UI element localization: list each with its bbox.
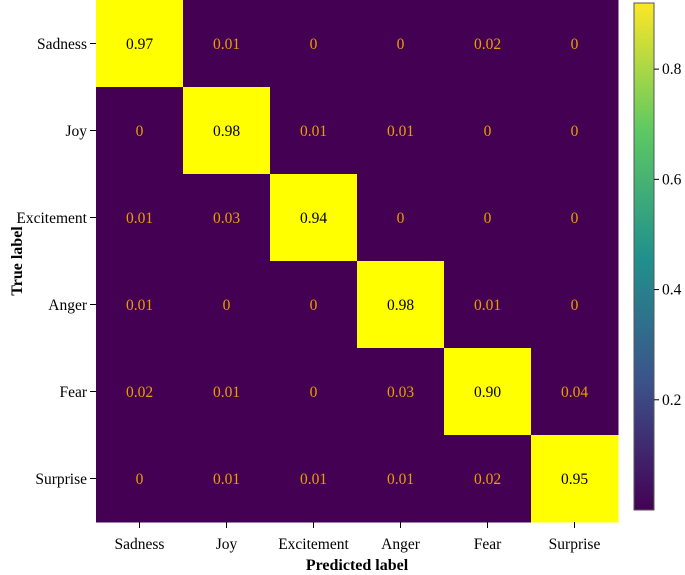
heatmap-cell	[183, 348, 271, 436]
colorbar-tick-label: 0.4	[662, 282, 682, 299]
heatmap-cell	[183, 0, 271, 88]
heatmap-cell	[357, 261, 445, 349]
heatmap-cell	[357, 174, 445, 262]
y-tick-label: Joy	[65, 123, 87, 140]
heatmap-cell	[531, 261, 619, 349]
x-tick-label: Anger	[381, 536, 421, 553]
cell-value-label: 0.90	[474, 384, 501, 401]
cell-value-label: 0.03	[387, 384, 414, 401]
heatmap-cells	[96, 0, 619, 523]
cell-value-label: 0	[136, 123, 144, 140]
x-tick-label: Excitement	[278, 536, 349, 553]
cell-value-label: 0.01	[300, 123, 327, 140]
cell-value-label: 0.01	[213, 36, 240, 53]
heatmap-cell	[183, 435, 271, 523]
cell-value-label: 0	[397, 210, 405, 227]
cell-value-label: 0	[484, 210, 492, 227]
cell-value-label: 0.02	[126, 384, 153, 401]
y-tick-label: Surprise	[35, 471, 87, 488]
cell-value-label: 0	[310, 36, 318, 53]
colorbar-tick-label: 0.6	[662, 171, 682, 188]
x-tick-label: Sadness	[115, 536, 165, 553]
heatmap-cell	[531, 174, 619, 262]
heatmap-cell	[96, 87, 184, 175]
heatmap-cell	[270, 261, 358, 349]
heatmap-cell	[270, 174, 358, 262]
cell-value-label: 0.94	[300, 210, 327, 227]
y-axis-ticks: Sadness Joy Excitement Anger Fear Surprise	[16, 36, 96, 488]
heatmap-cell	[183, 174, 271, 262]
heatmap-cell	[96, 435, 184, 523]
heatmap-cell	[531, 0, 619, 88]
cell-value-label: 0.01	[126, 210, 153, 227]
cell-value-label: 0.98	[387, 297, 414, 314]
y-tick-label: Anger	[48, 297, 88, 314]
heatmap-cell	[357, 87, 445, 175]
colorbar-tick-label: 0.2	[662, 392, 681, 409]
cell-value-label: 0	[571, 297, 579, 314]
colorbar-tick-label: 0.8	[662, 61, 682, 78]
cell-value-label: 0	[484, 123, 492, 140]
heatmap-cell	[96, 261, 184, 349]
heatmap-cell	[96, 174, 184, 262]
heatmap-cell	[96, 0, 184, 88]
heatmap-cell	[183, 261, 271, 349]
x-tick-label: Joy	[216, 536, 238, 553]
heatmap-cell	[531, 348, 619, 436]
cell-value-label: 0	[310, 297, 318, 314]
y-axis-title: True label	[9, 226, 26, 296]
cell-value-label: 0.98	[213, 123, 240, 140]
cell-value-label: 0	[571, 210, 579, 227]
cell-value-label: 0	[571, 36, 579, 53]
cell-value-label: 0	[571, 123, 579, 140]
cell-value-label: 0.01	[387, 471, 414, 488]
heatmap-cell	[444, 348, 532, 436]
heatmap-cell	[270, 0, 358, 88]
heatmap-cell	[531, 435, 619, 523]
cell-value-label: 0.01	[300, 471, 327, 488]
heatmap-cell	[270, 348, 358, 436]
heatmap-cell	[444, 87, 532, 175]
cell-value-label: 0.02	[474, 471, 501, 488]
cell-value-label: 0.02	[474, 36, 501, 53]
heatmap-cell	[270, 435, 358, 523]
x-axis-title: Predicted label	[306, 557, 409, 574]
y-tick-label: Excitement	[16, 210, 87, 227]
heatmap-cell	[357, 435, 445, 523]
cell-value-label: 0.01	[126, 297, 153, 314]
cell-value-label: 0	[136, 471, 144, 488]
cell-value-label: 0.01	[213, 384, 240, 401]
y-tick-label: Sadness	[37, 36, 87, 53]
cell-value-label: 0.97	[126, 36, 153, 53]
cell-value-label: 0.01	[387, 123, 414, 140]
cell-value-label: 0.01	[474, 297, 501, 314]
cell-value-label: 0.95	[561, 471, 588, 488]
heatmap-cell	[444, 0, 532, 88]
cell-value-label: 0.03	[213, 210, 240, 227]
heatmap-cell	[183, 87, 271, 175]
heatmap-cell	[531, 87, 619, 175]
x-axis-ticks: Sadness Joy Excitement Anger Fear Surprise	[115, 522, 601, 553]
heatmap-cell	[357, 0, 445, 88]
heatmap-cell	[444, 174, 532, 262]
heatmap-cell	[96, 348, 184, 436]
cell-value-label: 0.04	[561, 384, 588, 401]
heatmap-cell	[444, 261, 532, 349]
colorbar-gradient	[633, 2, 655, 511]
heatmap-cell	[357, 348, 445, 436]
x-tick-label: Fear	[474, 536, 502, 553]
cell-value-label: 0	[397, 36, 405, 53]
heatmap-cell	[270, 87, 358, 175]
colorbar: 0.2 0.4 0.6 0.8	[633, 2, 682, 511]
cell-value-label: 0	[223, 297, 231, 314]
heatmap-cell	[444, 435, 532, 523]
cell-value-label: 0	[310, 384, 318, 401]
y-tick-label: Fear	[59, 384, 87, 401]
cell-value-labels: 0.97 0.01 0 0 0.02 0 0 0.98 0.01 0.01 0 0 0.01 0.03 0.…	[126, 36, 588, 488]
cell-value-label: 0.01	[213, 471, 240, 488]
x-tick-label: Surprise	[549, 536, 601, 553]
